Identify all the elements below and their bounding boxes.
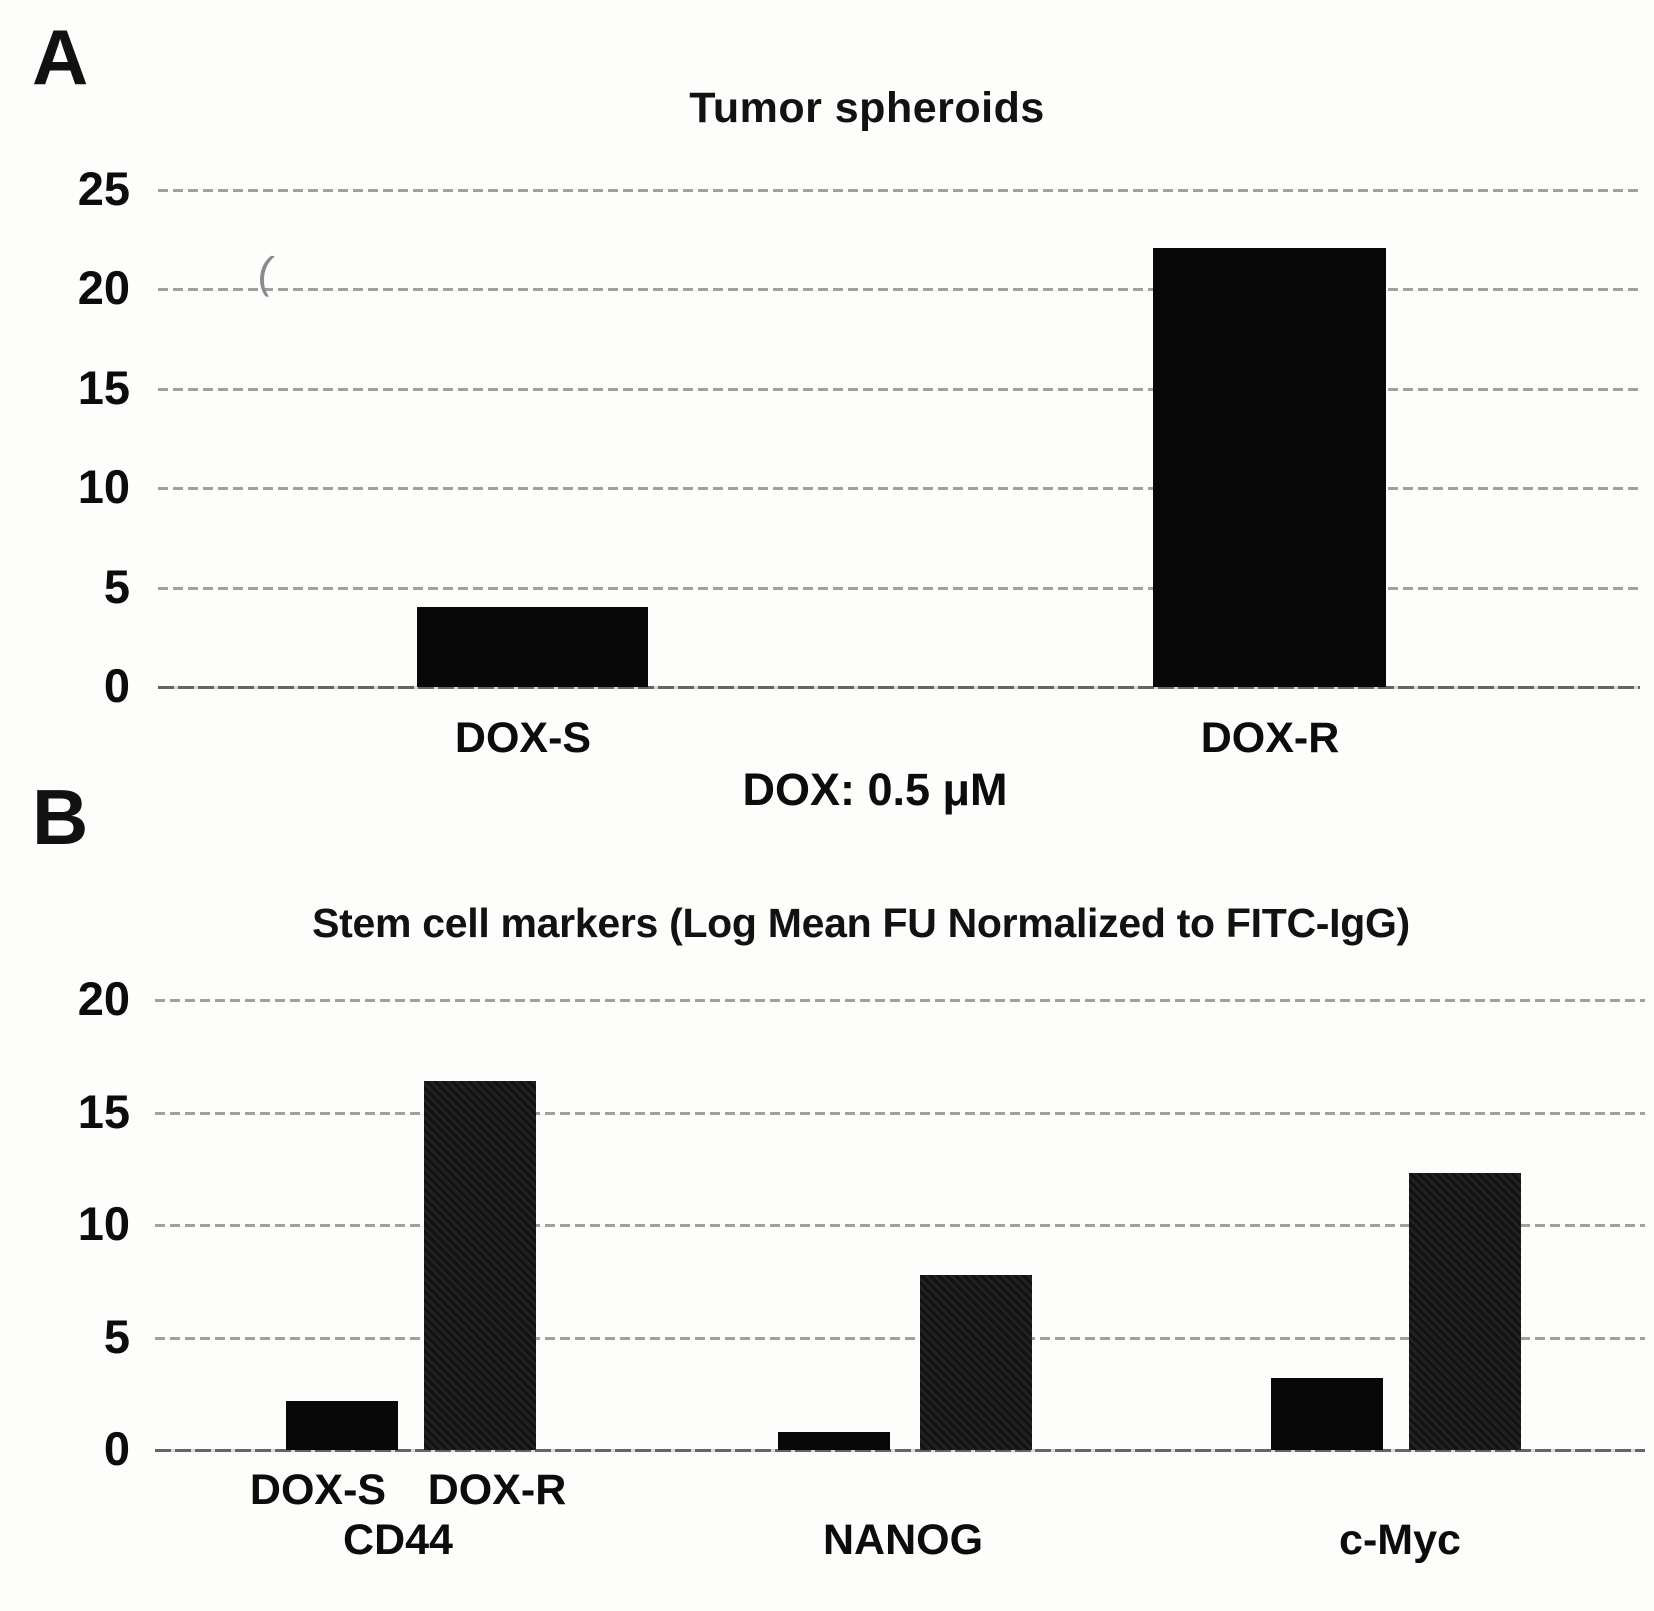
bar-nanog-dox-s: [777, 1432, 890, 1450]
panel-b-title: Stem cell markers (Log Mean FU Normalize…: [312, 900, 1410, 946]
gridline-y10: [158, 487, 1640, 491]
panel-a-x-axis-note: DOX: 0.5 μM: [742, 764, 1008, 815]
panel-a-letter: A: [32, 13, 89, 101]
y-tick-label-15: 15: [77, 360, 130, 414]
x-group-label-c-myc: c-Myc: [1339, 1516, 1461, 1564]
gridline-y25: [158, 189, 1640, 192]
x-series-label-dox-r: DOX-R: [427, 1466, 567, 1514]
x-category-label-dox-r: DOX-R: [1200, 714, 1340, 762]
x-axis-baseline: [155, 1449, 1645, 1452]
gridline-y10: [155, 1224, 1645, 1227]
gridline-y15: [158, 387, 1640, 391]
x-group-label-cd44: CD44: [343, 1516, 453, 1564]
x-category-label-dox-s: DOX-S: [454, 714, 592, 762]
y-tick-label-20: 20: [77, 972, 130, 1025]
panel-a-title: Tumor spheroids: [689, 84, 1045, 132]
y-tick-label-5: 5: [103, 559, 130, 613]
gridline-y5: [155, 1336, 1645, 1340]
y-tick-label-20: 20: [77, 261, 130, 315]
panel-b-letter: B: [32, 773, 89, 861]
y-tick-label-10: 10: [77, 1197, 130, 1250]
bar-panel-a-dox-s: [417, 607, 648, 687]
y-tick-label-25: 25: [77, 162, 130, 215]
y-tick-label-0: 0: [103, 1422, 130, 1475]
bar-panel-a-dox-r: [1153, 247, 1386, 687]
gridline-y15: [155, 1111, 1645, 1115]
bar-cd44-dox-r: [424, 1081, 536, 1450]
y-tick-label-15: 15: [77, 1084, 130, 1138]
y-tick-label-10: 10: [77, 460, 130, 514]
gridline-y5: [158, 586, 1640, 590]
y-tick-label-5: 5: [103, 1309, 130, 1363]
x-series-label-dox-s: DOX-S: [249, 1466, 387, 1514]
y-tick-label-0: 0: [103, 659, 130, 712]
bar-c-myc-dox-r: [1409, 1173, 1521, 1450]
bar-cd44-dox-s: [285, 1400, 398, 1450]
gridline-y20: [155, 999, 1645, 1002]
x-axis-baseline: [158, 686, 1640, 689]
gridline-y20: [158, 288, 1640, 292]
bar-nanog-dox-r: [920, 1274, 1032, 1450]
bar-c-myc-dox-s: [1270, 1378, 1383, 1450]
x-group-label-nanog: NANOG: [822, 1516, 984, 1564]
